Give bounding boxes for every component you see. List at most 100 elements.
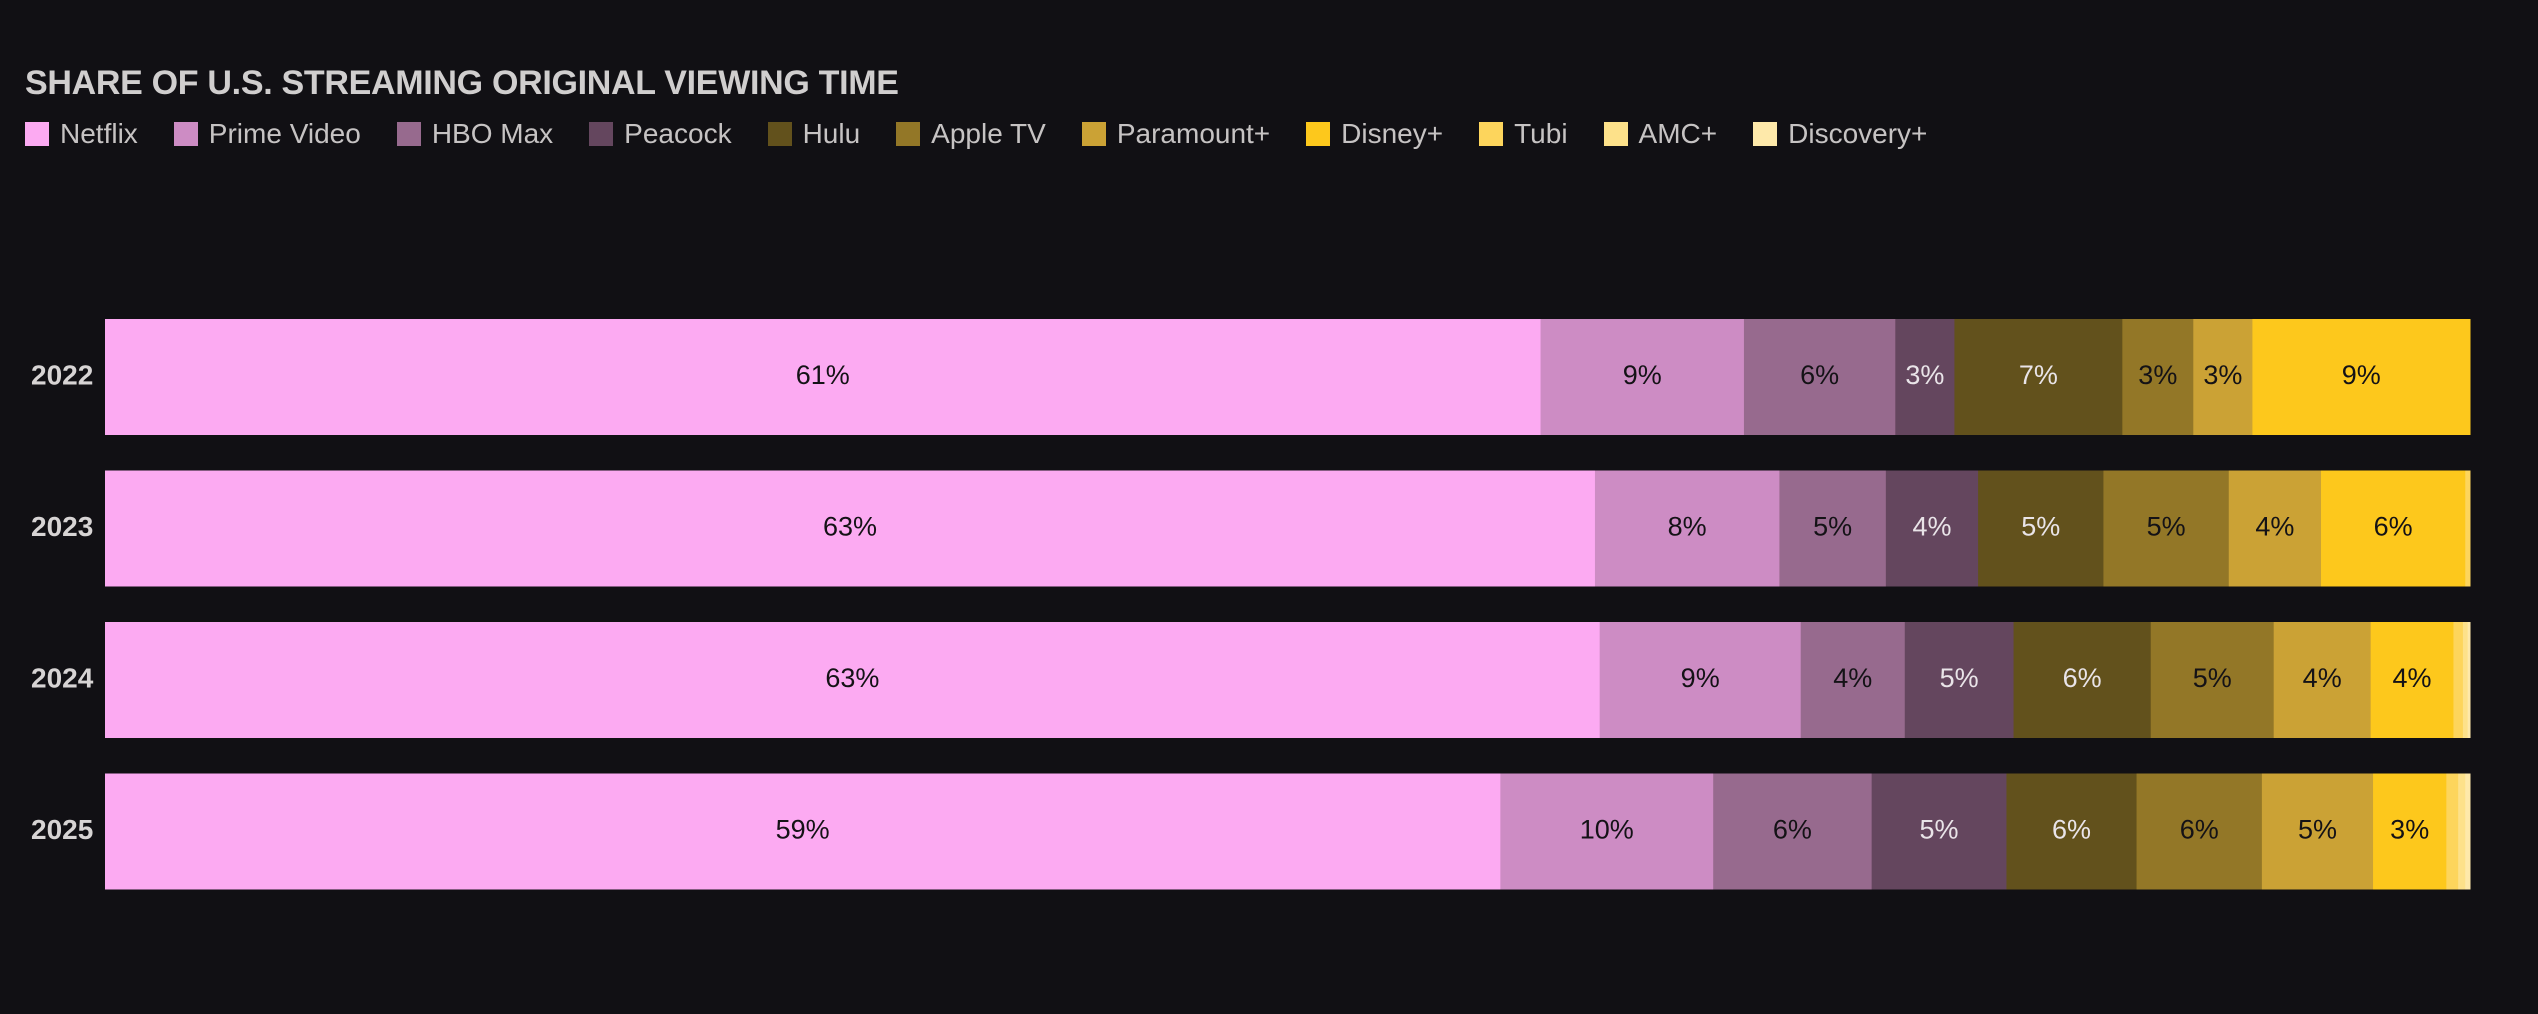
data-label-apple-tv-2024: 5% <box>2193 663 2232 693</box>
category-label-2025: 2025 <box>31 814 93 845</box>
bar-segment-hulu-2023 <box>1978 470 2104 587</box>
legend-label-peacock: Peacock <box>624 118 732 149</box>
data-label-paramount-2022: 3% <box>2203 360 2242 390</box>
data-label-disney-2025: 3% <box>2390 815 2429 845</box>
legend: Netflix Prime Video HBO Max Peacock Hulu Appl… <box>25 118 1963 150</box>
legend-swatch-prime-video <box>173 122 198 146</box>
data-label-prime-video-2023: 8% <box>1668 512 1707 542</box>
bar-segment-hbo-max-2022 <box>1743 319 1896 435</box>
bar-segment-disney-2023 <box>2321 470 2466 587</box>
data-label-apple-tv-2025: 6% <box>2180 815 2219 845</box>
bar-segment-amc-2025 <box>2458 773 2466 890</box>
data-label-apple-tv-2022: 3% <box>2138 360 2177 390</box>
legend-item-hulu: Hulu <box>767 118 861 150</box>
legend-item-peacock: Peacock <box>589 118 732 150</box>
legend-item-tubi: Tubi <box>1479 118 1568 150</box>
legend-item-apple-tv: Apple TV <box>896 118 1046 150</box>
category-label-2022: 2022 <box>31 359 93 390</box>
bar-segment-prime-video-2024 <box>1599 622 1802 738</box>
legend-swatch-hulu <box>767 122 792 146</box>
bar-segment-netflix-2025 <box>105 773 1501 890</box>
data-label-hulu-2025: 6% <box>2052 815 2091 845</box>
legend-item-disney: Disney+ <box>1306 118 1443 150</box>
legend-swatch-disney <box>1306 122 1331 146</box>
data-label-peacock-2024: 5% <box>1940 663 1979 693</box>
legend-item-prime-video: Prime Video <box>173 118 361 150</box>
bar-segment-prime-video-2022 <box>1540 319 1745 435</box>
legend-item-discovery: Discovery+ <box>1753 118 1927 150</box>
bar-segment-paramount-2022 <box>2193 319 2253 435</box>
data-label-hulu-2022: 7% <box>2019 360 2058 390</box>
legend-label-netflix: Netflix <box>60 118 138 149</box>
data-label-prime-video-2024: 9% <box>1681 663 1720 693</box>
bar-segment-tubi-2025 <box>2446 773 2459 890</box>
data-label-prime-video-2025: 10% <box>1580 815 1634 845</box>
bar-segment-prime-video-2023 <box>1594 470 1780 587</box>
bar-segment-hbo-max-2023 <box>1779 470 1887 587</box>
legend-swatch-paramount <box>1081 122 1106 146</box>
bar-segment-hulu-2025 <box>2006 773 2138 890</box>
data-label-prime-video-2022: 9% <box>1623 360 1662 390</box>
legend-label-paramount: Paramount+ <box>1116 118 1271 149</box>
legend-swatch-discovery <box>1753 122 1778 146</box>
legend-label-amc: AMC+ <box>1638 118 1718 149</box>
legend-item-hbo-max: HBO Max <box>396 118 554 150</box>
bar-segment-disney-2022 <box>2252 319 2471 435</box>
data-label-paramount-2024: 4% <box>2303 663 2342 693</box>
legend-label-apple-tv: Apple TV <box>931 118 1046 149</box>
data-label-hbo-max-2023: 5% <box>1813 512 1852 542</box>
bar-segment-hbo-max-2025 <box>1713 773 1873 890</box>
category-label-2024: 2024 <box>31 662 94 693</box>
bar-segment-peacock-2022 <box>1895 319 1955 435</box>
bar-segment-disney-2024 <box>2370 622 2454 738</box>
bar-segment-tubi-2023 <box>2465 470 2471 587</box>
data-label-apple-tv-2023: 5% <box>2147 512 2186 542</box>
legend-swatch-peacock <box>589 122 614 146</box>
data-label-hbo-max-2025: 6% <box>1773 815 1812 845</box>
bar-segment-prime-video-2025 <box>1500 773 1714 890</box>
legend-label-discovery: Discovery+ <box>1788 118 1928 149</box>
data-label-paramount-2025: 5% <box>2298 815 2337 845</box>
data-label-peacock-2023: 4% <box>1912 512 1951 542</box>
bar-segment-netflix-2023 <box>105 470 1596 587</box>
bar-segment-amc-2024 <box>2462 622 2469 738</box>
data-label-disney-2024: 4% <box>2393 663 2432 693</box>
data-label-disney-2023: 6% <box>2374 512 2413 542</box>
bar-segment-peacock-2023 <box>1885 470 1979 587</box>
bar-segment-peacock-2025 <box>1871 773 2007 890</box>
data-label-disney-2022: 9% <box>2342 360 2381 390</box>
legend-swatch-amc <box>1603 122 1628 146</box>
data-label-peacock-2025: 5% <box>1920 815 1959 845</box>
legend-swatch-apple-tv <box>896 122 921 146</box>
bar-segment-apple-tv-2025 <box>2136 773 2263 890</box>
bar-segment-paramount-2025 <box>2261 773 2374 890</box>
bar-segment-disney-2025 <box>2373 773 2447 890</box>
legend-label-prime-video: Prime Video <box>208 118 361 149</box>
data-label-peacock-2022: 3% <box>1905 360 1944 390</box>
bar-segment-paramount-2023 <box>2228 470 2322 587</box>
data-label-netflix-2024: 63% <box>825 663 879 693</box>
bar-segment-netflix-2022 <box>105 319 1542 435</box>
legend-swatch-netflix <box>25 122 49 146</box>
category-label-2023: 2023 <box>31 511 93 542</box>
bar-segment-hulu-2022 <box>1954 319 2123 435</box>
bar-segment-paramount-2024 <box>2273 622 2372 738</box>
data-label-netflix-2023: 63% <box>823 512 877 542</box>
bar-segment-hulu-2024 <box>2013 622 2152 738</box>
bar-segment-tubi-2024 <box>2453 622 2464 738</box>
data-label-hbo-max-2024: 4% <box>1833 663 1872 693</box>
bar-segment-netflix-2024 <box>105 622 1601 738</box>
legend-item-netflix: Netflix <box>25 118 138 150</box>
legend-item-paramount: Paramount+ <box>1081 118 1271 150</box>
bar-segment-hbo-max-2024 <box>1800 622 1906 738</box>
data-label-paramount-2023: 4% <box>2255 512 2294 542</box>
legend-label-hbo-max: HBO Max <box>431 118 554 149</box>
legend-swatch-tubi <box>1479 122 1504 146</box>
bar-segment-apple-tv-2024 <box>2150 622 2275 738</box>
bar-segment-apple-tv-2022 <box>2122 319 2194 435</box>
bar-segment-discovery-2024 <box>2467 622 2471 738</box>
bar-segment-discovery-2025 <box>2465 773 2471 890</box>
legend-label-tubi: Tubi <box>1514 118 1568 149</box>
legend-label-hulu: Hulu <box>802 118 861 149</box>
